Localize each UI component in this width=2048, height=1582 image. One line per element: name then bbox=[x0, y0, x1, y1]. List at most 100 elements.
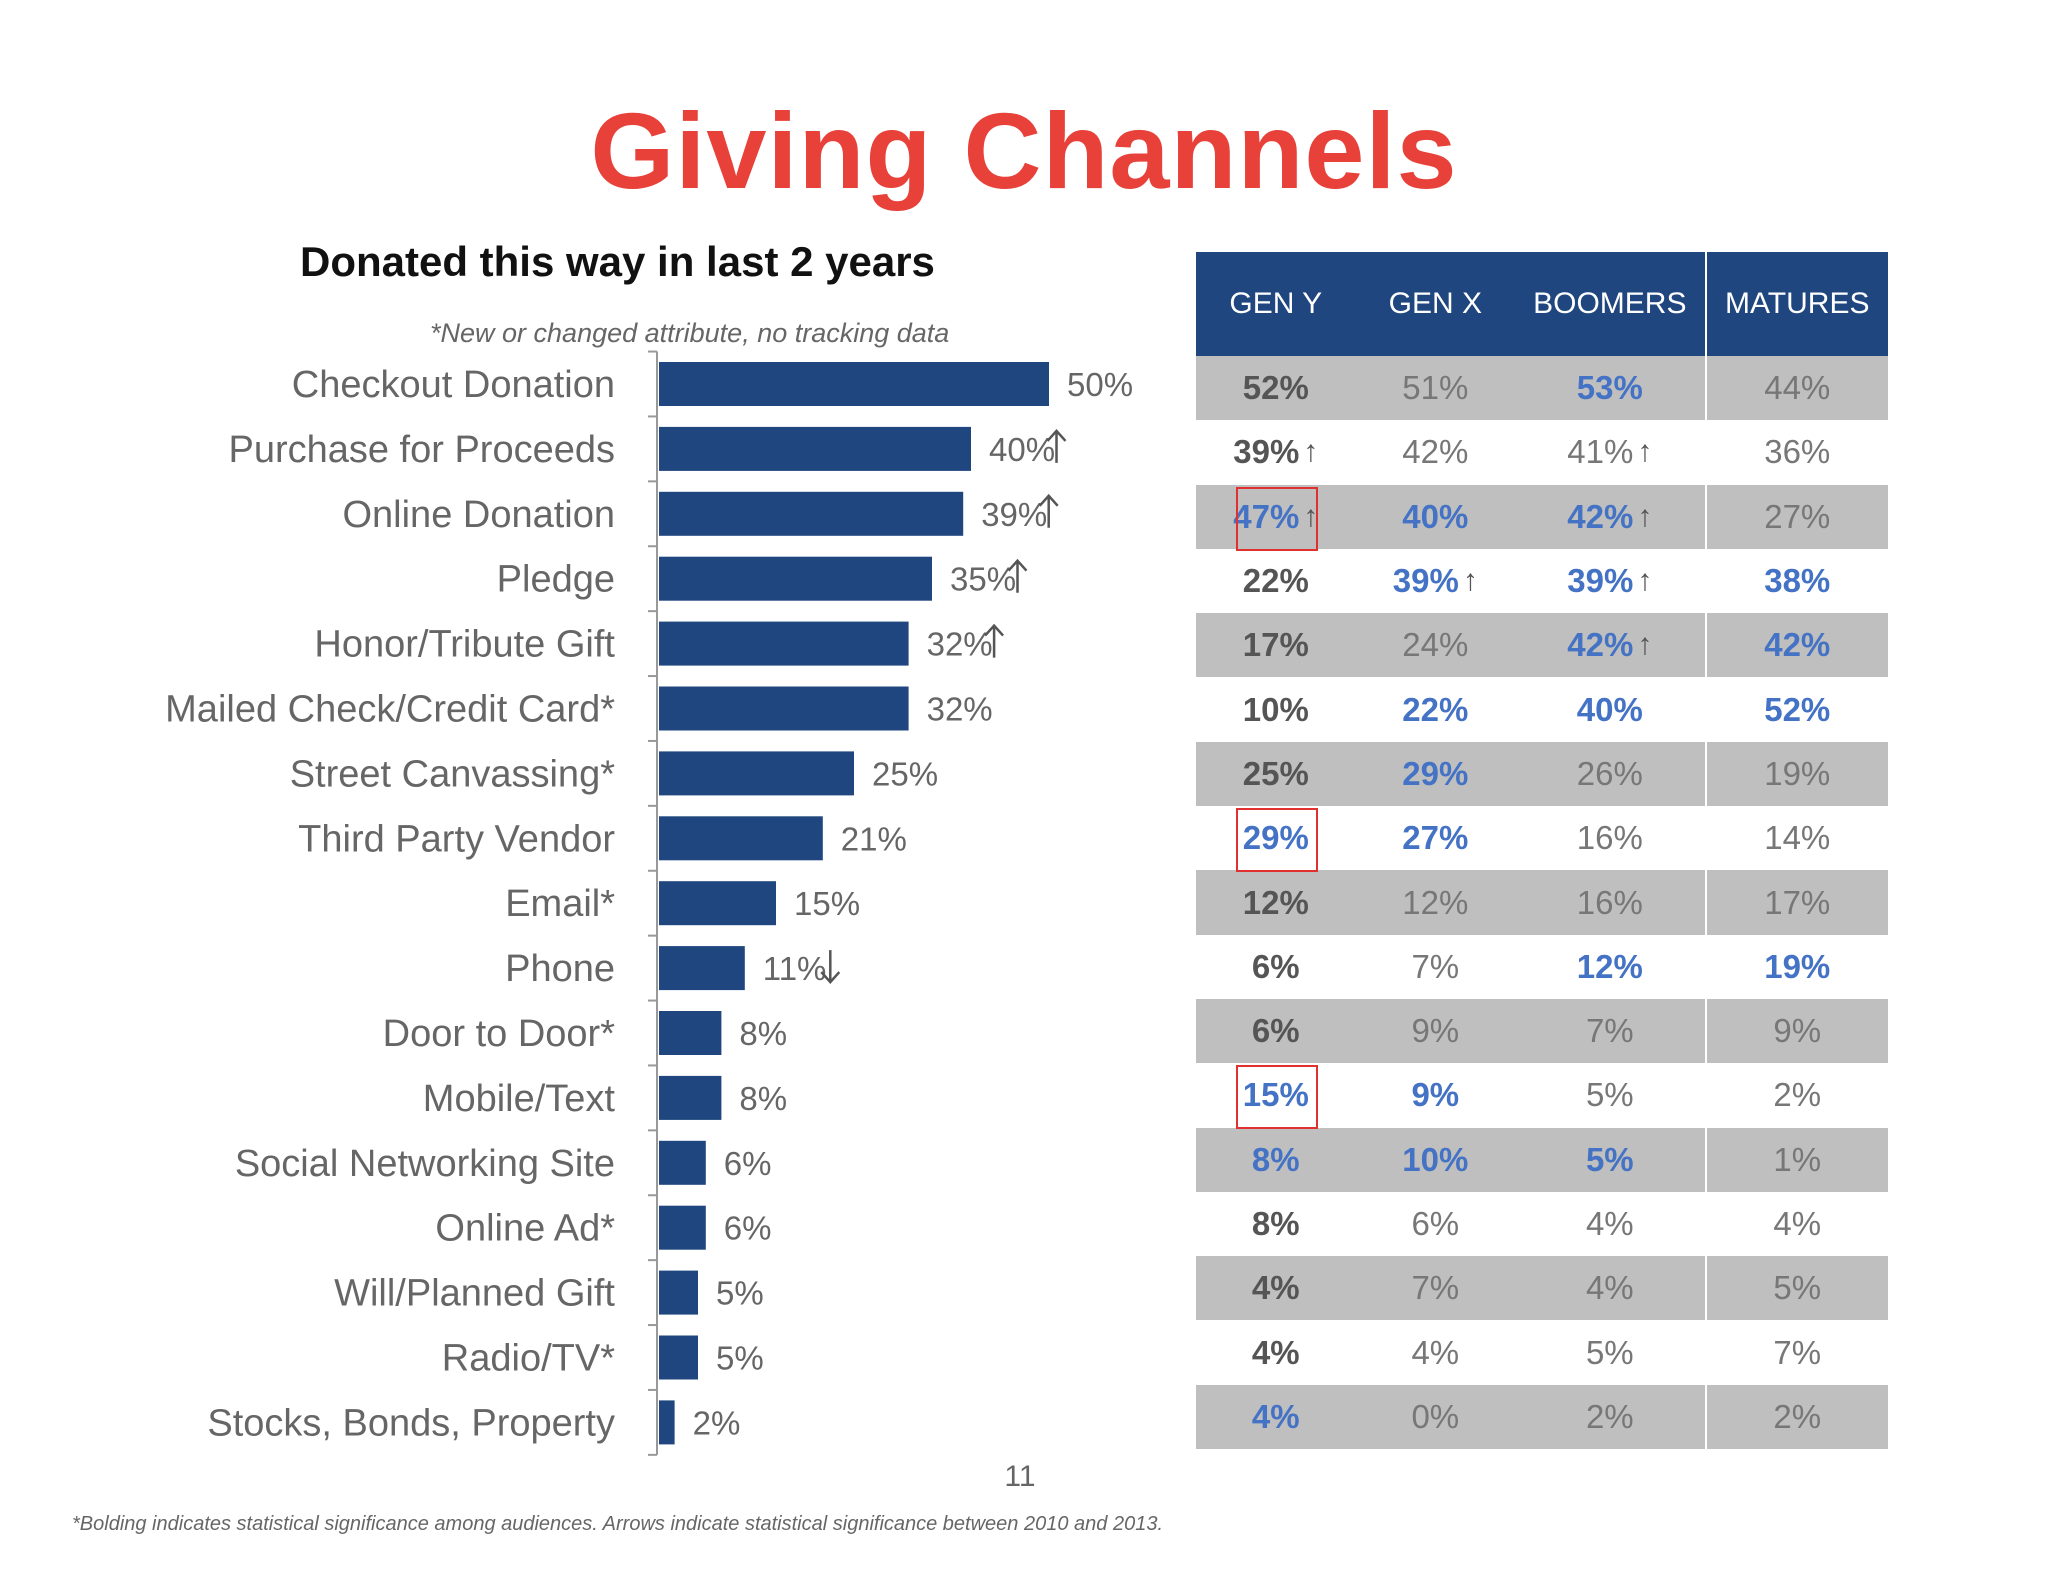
table-cell: 16% bbox=[1515, 870, 1704, 934]
cell-value: 6% bbox=[1251, 947, 1300, 985]
table-cell: 39% ↑ bbox=[1515, 549, 1704, 613]
cell-value: 27% bbox=[1764, 497, 1831, 535]
value-label: 6% bbox=[724, 1210, 772, 1247]
table-row: 6% 7% 12% 19% bbox=[1196, 934, 1888, 999]
table-cell: 41% ↑ bbox=[1515, 420, 1704, 484]
table-cell: 7% bbox=[1704, 1320, 1888, 1385]
bar bbox=[659, 1011, 722, 1055]
cell-value: 5% bbox=[1585, 1140, 1634, 1178]
value-label: 50% bbox=[1067, 366, 1133, 403]
table-cell: 9% bbox=[1704, 998, 1888, 1064]
table-cell: 12% bbox=[1356, 870, 1516, 934]
cell-value: 10% bbox=[1402, 1140, 1469, 1178]
table-row: 39% ↑ 42% 41% ↑ 36% bbox=[1196, 420, 1888, 485]
bar-chart: Checkout Donation 50% Purchase for Proceed… bbox=[165, 350, 1133, 1456]
table-cell: 39% ↑ bbox=[1356, 549, 1516, 613]
table-row: 10% 22% 40% 52% bbox=[1196, 677, 1888, 742]
cell-value: 2% bbox=[1773, 1397, 1822, 1435]
table-cell: 10% bbox=[1356, 1128, 1516, 1192]
generation-table: GEN Y GEN X BOOMERS MATURES 52% 51% 53% 44% 39%… bbox=[1196, 252, 1888, 1450]
bar bbox=[659, 881, 776, 926]
table-cell: 4% bbox=[1196, 1256, 1356, 1320]
bar bbox=[659, 1205, 706, 1250]
table-cell: 22% bbox=[1196, 549, 1356, 613]
bar bbox=[659, 946, 745, 991]
table-cell: 1% bbox=[1704, 1127, 1888, 1192]
table-header: GEN Y GEN X BOOMERS MATURES bbox=[1196, 252, 1888, 356]
up-arrow-icon bbox=[1046, 429, 1067, 463]
table-cell: 2% bbox=[1515, 1385, 1704, 1449]
category-label: Checkout Donation bbox=[292, 364, 615, 406]
cell-value: 42% bbox=[1402, 433, 1469, 471]
table-cell: 16% bbox=[1515, 806, 1704, 870]
cell-value: 4% bbox=[1585, 1269, 1634, 1307]
table-cell: 51% bbox=[1356, 356, 1516, 420]
cell-value: 24% bbox=[1402, 626, 1469, 664]
table-cell: 42% ↑ bbox=[1515, 613, 1704, 677]
table-cell: 14% bbox=[1704, 806, 1888, 871]
cell-value: 6% bbox=[1251, 1012, 1300, 1050]
category-label: Online Donation bbox=[342, 494, 615, 536]
table-cell: 22% bbox=[1356, 677, 1516, 741]
cell-value: 52% bbox=[1764, 690, 1831, 728]
cell-value: 42% bbox=[1567, 626, 1634, 664]
cell-value: 16% bbox=[1576, 819, 1643, 857]
cell-value: 9% bbox=[1411, 1076, 1460, 1114]
cell-value: 42% bbox=[1567, 497, 1634, 535]
bar bbox=[659, 426, 971, 471]
cell-value: 0% bbox=[1411, 1397, 1460, 1435]
value-label: 6% bbox=[724, 1145, 772, 1182]
table-cell: 6% bbox=[1356, 1192, 1516, 1256]
table-cell: 9% bbox=[1356, 999, 1516, 1063]
table-cell: 42% bbox=[1356, 420, 1516, 484]
cell-value: 9% bbox=[1773, 1012, 1822, 1050]
table-cell: 4% bbox=[1196, 1385, 1356, 1449]
cell-value: 39% bbox=[1567, 562, 1634, 600]
table-cell: 15% bbox=[1196, 1063, 1356, 1130]
table-cell: 2% bbox=[1704, 1063, 1888, 1128]
bar bbox=[659, 686, 909, 731]
up-arrow-icon: ↑ bbox=[1303, 435, 1319, 469]
cell-value: 4% bbox=[1585, 1205, 1634, 1242]
cell-value: 12% bbox=[1402, 883, 1469, 921]
table-cell: 42% bbox=[1704, 613, 1888, 678]
table-cell: 47% ↑ bbox=[1196, 485, 1356, 551]
value-label: 11% bbox=[763, 950, 827, 987]
up-arrow-icon: ↑ bbox=[1303, 499, 1319, 533]
cell-value: 36% bbox=[1764, 433, 1831, 471]
table-cell: 5% bbox=[1515, 1063, 1704, 1127]
cell-value: 9% bbox=[1411, 1012, 1460, 1050]
cell-value: 51% bbox=[1402, 369, 1469, 407]
table-cell: 40% bbox=[1515, 677, 1704, 741]
cell-value: 40% bbox=[1576, 690, 1643, 728]
chart-subtitle: Donated this way in last 2 years bbox=[300, 238, 935, 285]
table-row: 25% 29% 26% 19% bbox=[1196, 741, 1888, 807]
cell-value: 17% bbox=[1242, 626, 1309, 664]
cell-value: 12% bbox=[1242, 883, 1309, 921]
cell-value: 26% bbox=[1576, 754, 1643, 792]
table-cell: 27% bbox=[1704, 484, 1888, 549]
cell-value: 7% bbox=[1411, 947, 1460, 985]
table-cell: 42% ↑ bbox=[1515, 485, 1704, 549]
bar bbox=[659, 621, 909, 666]
up-arrow-icon: ↑ bbox=[1462, 564, 1478, 598]
category-label: Phone bbox=[505, 948, 615, 990]
table-row: 29% 27% 16% 14% bbox=[1196, 806, 1888, 873]
table-cell: 5% bbox=[1515, 1320, 1704, 1384]
bar bbox=[659, 362, 1049, 406]
table-cell: 27% bbox=[1356, 806, 1516, 870]
table-cell: 2% bbox=[1704, 1384, 1888, 1450]
cell-value: 7% bbox=[1585, 1012, 1634, 1050]
cell-value: 4% bbox=[1411, 1333, 1460, 1371]
cell-value: 27% bbox=[1402, 819, 1469, 857]
column-header: MATURES bbox=[1704, 252, 1888, 356]
table-cell: 19% bbox=[1704, 741, 1888, 807]
chart-note: *New or changed attribute, no tracking d… bbox=[430, 318, 950, 348]
up-arrow-icon bbox=[984, 623, 1005, 658]
table-cell: 29% bbox=[1356, 742, 1516, 806]
category-label: Stocks, Bonds, Property bbox=[207, 1402, 615, 1444]
bar bbox=[659, 751, 854, 796]
cell-value: 19% bbox=[1764, 947, 1831, 985]
page-number: 11 bbox=[1004, 1460, 1036, 1493]
cell-value: 2% bbox=[1585, 1397, 1634, 1435]
